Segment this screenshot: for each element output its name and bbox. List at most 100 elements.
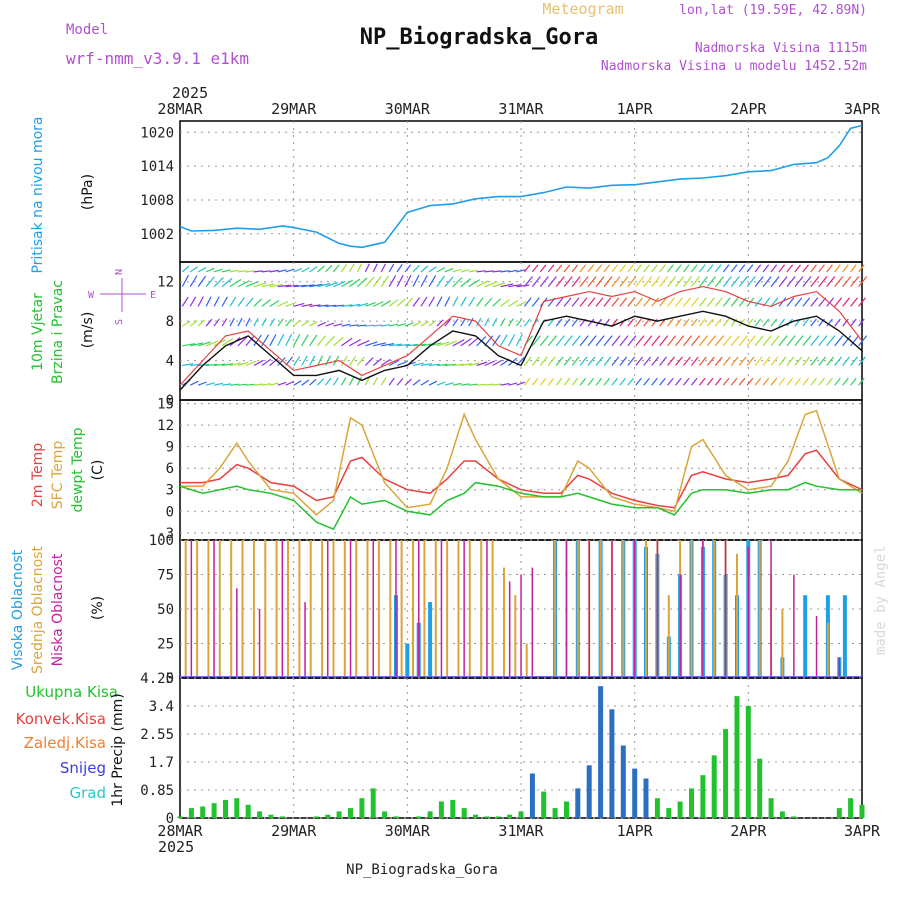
wind-barb bbox=[651, 335, 661, 347]
wind-barb bbox=[579, 276, 589, 288]
precip-bar bbox=[223, 799, 228, 818]
wind-barb bbox=[619, 377, 626, 386]
wind-barb bbox=[428, 380, 438, 386]
precip-bar bbox=[279, 816, 285, 818]
wind-barb bbox=[508, 284, 522, 288]
cloud-bar-1 bbox=[758, 540, 761, 678]
wind-barb bbox=[468, 279, 480, 288]
wind-barb bbox=[492, 334, 501, 347]
wind-barb bbox=[349, 303, 361, 307]
wind-barb bbox=[826, 276, 836, 288]
precip-bar bbox=[518, 811, 524, 818]
wind-barb bbox=[611, 297, 620, 307]
cloud-bar-1 bbox=[298, 540, 301, 678]
wind-barb bbox=[850, 297, 858, 307]
wind-barb bbox=[214, 363, 226, 367]
wind-barb bbox=[436, 381, 446, 386]
wind-barb bbox=[659, 356, 667, 366]
wind-barb bbox=[643, 356, 652, 366]
wind-barb bbox=[850, 377, 857, 386]
wind-barb bbox=[579, 335, 589, 347]
ytick-3: 100 bbox=[149, 533, 174, 549]
wind-barb bbox=[396, 274, 404, 287]
wind-barb bbox=[683, 335, 693, 347]
wind-barb bbox=[754, 318, 762, 327]
wind-barb bbox=[293, 267, 303, 273]
wind-barb bbox=[285, 301, 297, 307]
wind-barb bbox=[197, 266, 207, 273]
wind-barb bbox=[635, 297, 644, 307]
precip-bar bbox=[677, 801, 683, 818]
precip-bar bbox=[723, 729, 729, 818]
wind-barb bbox=[428, 266, 437, 273]
wind-barb bbox=[714, 318, 722, 327]
precip-bar bbox=[495, 816, 501, 818]
wind-barb bbox=[245, 281, 259, 288]
wind-barb bbox=[428, 296, 435, 307]
precip-bar bbox=[484, 816, 490, 818]
precip-bar bbox=[188, 808, 194, 818]
precip-bar bbox=[768, 798, 774, 818]
wind-barb bbox=[285, 268, 295, 273]
wind-barb bbox=[261, 299, 271, 307]
precip-bar bbox=[586, 765, 592, 818]
wind-barb bbox=[245, 297, 254, 307]
wind-barb bbox=[547, 264, 555, 273]
wind-barb bbox=[492, 282, 506, 288]
wind-barb bbox=[683, 377, 690, 386]
wind-barb bbox=[762, 335, 772, 347]
wind-barb bbox=[555, 377, 563, 386]
wind-barb bbox=[340, 264, 347, 273]
wind-barb bbox=[842, 264, 849, 273]
wind-barb bbox=[357, 324, 367, 327]
wind-barb bbox=[547, 276, 557, 288]
cloud-bar-2 bbox=[724, 540, 727, 678]
wind-barb bbox=[834, 377, 841, 386]
precip-bar bbox=[473, 814, 478, 818]
wind-barb bbox=[651, 356, 660, 366]
wind-barb bbox=[189, 296, 197, 307]
wind-barb bbox=[563, 318, 571, 327]
wind-barb bbox=[325, 264, 333, 273]
cloud-bar-2 bbox=[395, 540, 397, 678]
wind-barb bbox=[277, 269, 287, 273]
wind-barb bbox=[818, 377, 825, 386]
wind-barb bbox=[770, 276, 780, 288]
wind-barb bbox=[810, 264, 817, 273]
precip-bar bbox=[370, 788, 376, 818]
cloud-bar-1 bbox=[491, 540, 494, 678]
wind-barb bbox=[571, 264, 579, 273]
ytick-4: 0 bbox=[166, 811, 174, 827]
time-label-bottom: 31MAR bbox=[498, 822, 544, 840]
wind-barb bbox=[778, 318, 786, 327]
cloud-bar-2 bbox=[747, 546, 750, 678]
cloud-bar-2 bbox=[372, 540, 374, 678]
wind-barb bbox=[293, 334, 301, 347]
wind-barb bbox=[277, 300, 288, 307]
wind-barb bbox=[603, 335, 613, 347]
wind-barb bbox=[858, 377, 865, 386]
wind-barb bbox=[850, 264, 857, 273]
ylabel-temp-unit: (C) bbox=[90, 460, 106, 481]
cloud-bar-1 bbox=[554, 540, 557, 678]
wind-barb bbox=[523, 264, 531, 273]
wind-barb bbox=[667, 264, 674, 273]
wind-barb bbox=[420, 296, 428, 307]
wind-barb bbox=[508, 382, 518, 386]
ytick-2: 12 bbox=[157, 418, 174, 434]
wind-barb bbox=[842, 356, 850, 366]
precip-bar bbox=[507, 814, 513, 818]
wind-barb bbox=[253, 282, 267, 288]
wind-barb bbox=[468, 362, 480, 367]
wind-barb bbox=[730, 264, 738, 273]
wind-barb bbox=[802, 264, 809, 273]
wind-barb bbox=[818, 264, 825, 273]
wind-barb bbox=[460, 278, 472, 288]
ytick-4: 0.85 bbox=[140, 783, 174, 799]
wind-barb bbox=[516, 381, 526, 386]
wind-barb bbox=[349, 338, 361, 347]
precip-bar bbox=[848, 798, 854, 818]
wind-barb bbox=[221, 296, 228, 307]
wind-barb bbox=[563, 377, 571, 386]
